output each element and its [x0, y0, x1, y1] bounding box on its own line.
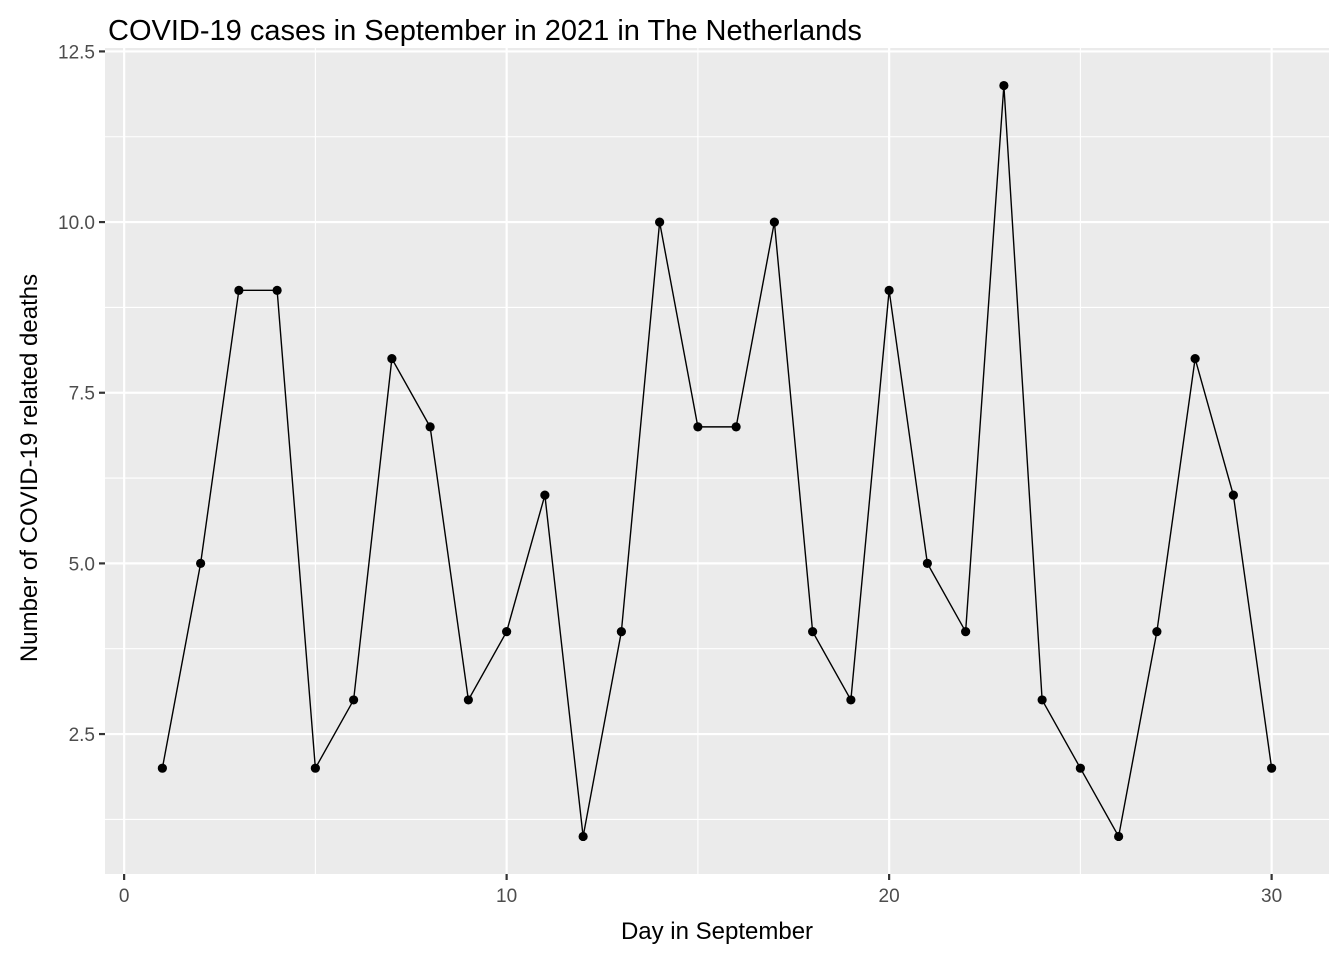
data-point	[1190, 354, 1200, 364]
data-point	[234, 285, 244, 295]
chart-title: COVID-19 cases in September in 2021 in T…	[108, 15, 862, 47]
data-point	[999, 80, 1009, 91]
x-tick-label: 20	[879, 886, 900, 907]
data-point	[1075, 763, 1085, 773]
data-point	[616, 627, 626, 637]
data-point	[884, 285, 894, 295]
y-tick-label: 12.5	[58, 42, 95, 63]
series-line	[161, 85, 1273, 839]
data-point	[157, 763, 167, 773]
data-point	[655, 217, 665, 227]
y-tick-label: 2.5	[69, 725, 95, 746]
x-tick-label: 10	[496, 886, 517, 907]
x-tick-label: 0	[119, 886, 130, 907]
data-point	[502, 627, 512, 637]
plot-panel	[105, 48, 1329, 874]
data-point	[808, 627, 818, 637]
minor-gridlines	[105, 48, 1329, 874]
y-tick-label: 7.5	[69, 384, 95, 405]
data-point	[272, 285, 282, 295]
data-point	[540, 490, 550, 500]
data-point	[846, 695, 856, 705]
x-axis: 0 10 20 30	[119, 874, 1282, 907]
data-point	[387, 354, 397, 364]
x-tick-label: 30	[1261, 886, 1282, 907]
data-point	[196, 558, 206, 568]
data-point	[349, 695, 359, 705]
x-axis-title: Day in September	[621, 918, 813, 945]
data-point	[463, 695, 473, 705]
data-point	[961, 627, 971, 637]
data-point	[1228, 490, 1238, 500]
data-point	[769, 217, 779, 227]
y-axis: 2.5 5.0 7.5 10.0 12.5	[58, 42, 105, 746]
major-gridlines	[105, 48, 1329, 874]
data-point	[922, 558, 932, 568]
data-point	[1267, 763, 1277, 773]
data-point	[1152, 627, 1162, 637]
data-point	[693, 422, 703, 432]
data-point	[1037, 695, 1047, 705]
data-point	[310, 763, 320, 773]
data-point	[1114, 831, 1124, 842]
y-axis-title: Number of COVID-19 related deaths	[16, 274, 43, 662]
data-point	[578, 831, 588, 842]
data-point	[731, 422, 741, 432]
series-layer	[157, 80, 1277, 842]
y-tick-label: 5.0	[69, 554, 95, 575]
data-point	[425, 422, 435, 432]
y-tick-label: 10.0	[58, 213, 95, 234]
